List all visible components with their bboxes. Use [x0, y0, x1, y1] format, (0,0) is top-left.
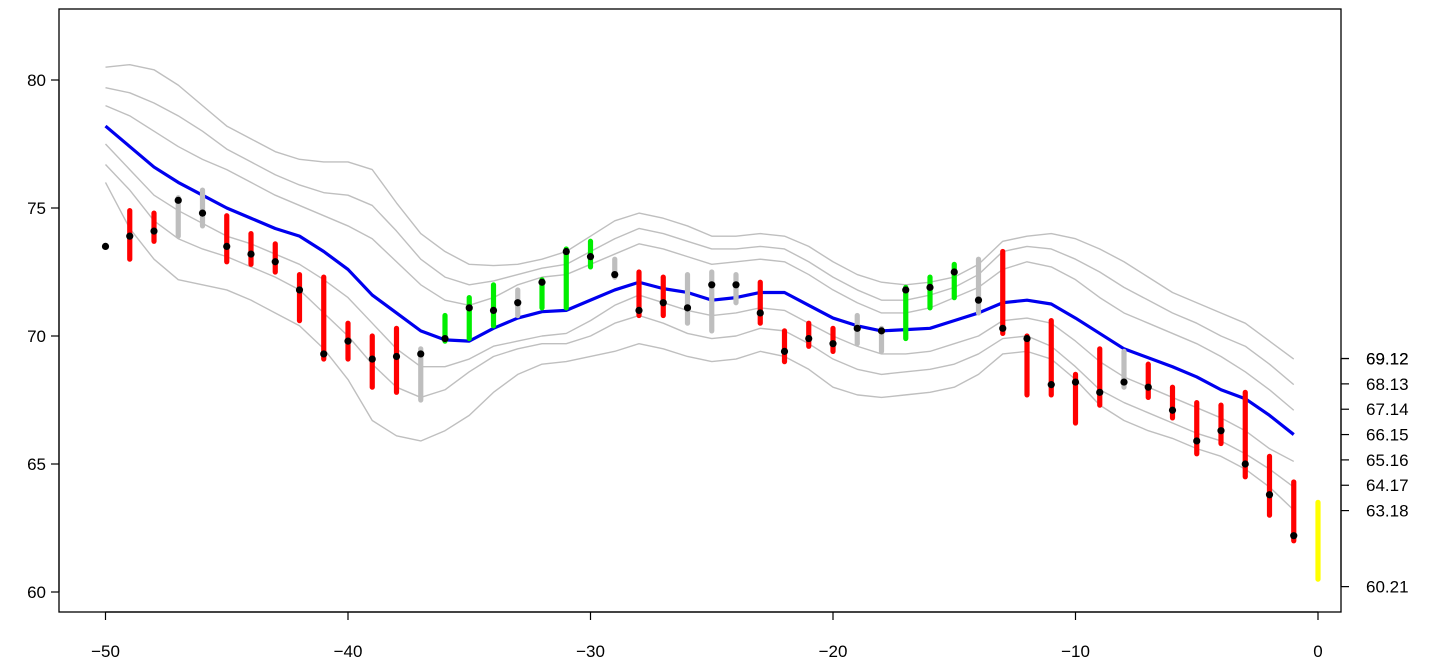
data-point: [1023, 334, 1031, 343]
data-point: [514, 299, 522, 307]
data-point: [271, 258, 279, 266]
data-point: [683, 304, 692, 312]
data-point: [368, 355, 376, 363]
data-point: [805, 334, 813, 343]
y-tick-label: 65: [27, 455, 46, 474]
data-point: [320, 350, 328, 358]
data-point: [732, 281, 740, 289]
data-point: [1096, 388, 1104, 396]
data-point: [295, 286, 304, 294]
x-tick-label: −10: [1061, 642, 1090, 661]
data-point: [1168, 406, 1177, 414]
data-point: [489, 306, 498, 314]
data-point: [392, 352, 401, 361]
x-tick-label: −50: [91, 642, 120, 661]
data-point: [708, 281, 716, 289]
right-tick-label: 67.14: [1366, 400, 1409, 419]
right-tick-label: 65.16: [1366, 451, 1409, 470]
data-point: [877, 327, 886, 335]
x-tick-label: −40: [334, 642, 363, 661]
data-point: [247, 250, 255, 258]
center-line: [104, 124, 1295, 436]
data-point: [101, 242, 110, 250]
data-point: [829, 340, 837, 348]
data-points: [101, 196, 1298, 540]
right-tick-label: 63.18: [1366, 502, 1409, 521]
right-axis: 60.21 63.18 64.17 65.16 66.15 67.14 68.13 69.12…: [1340, 350, 1409, 597]
data-point: [999, 324, 1007, 332]
data-point: [780, 347, 789, 355]
right-tick-label: 68.13: [1366, 375, 1409, 394]
right-tick-label: 64.17: [1366, 476, 1409, 495]
data-point: [538, 278, 546, 286]
data-point: [417, 350, 425, 358]
right-tick-label: 69.12: [1366, 350, 1409, 369]
data-point: [1217, 427, 1225, 435]
data-point: [1265, 491, 1274, 499]
data-point: [586, 253, 595, 261]
data-point: [1071, 378, 1080, 386]
plot-frame: [58, 8, 1342, 613]
data-point: [974, 296, 983, 304]
x-tick-label: 0: [1313, 642, 1322, 661]
band-series-line-3: [105, 104, 1295, 411]
data-point: [1144, 383, 1152, 391]
data-point: [562, 247, 570, 256]
data-point: [344, 337, 352, 345]
y-tick-label: 75: [27, 199, 46, 218]
y-axis: 60 65 70 75 80: [27, 71, 60, 602]
data-point: [1193, 437, 1201, 445]
band-series-line-5: [104, 163, 1295, 488]
x-tick-label: −20: [819, 642, 848, 661]
band-series-line-4: [104, 143, 1295, 463]
right-tick-label: 69.12: [1366, 350, 1409, 369]
y-tick-label: 60: [27, 583, 46, 602]
data-point: [465, 304, 473, 312]
y-tick-label: 80: [27, 71, 46, 90]
data-point: [174, 196, 182, 204]
data-point: [1290, 532, 1298, 540]
data-point: [756, 309, 764, 317]
data-point: [126, 232, 134, 240]
data-point: [1047, 381, 1055, 389]
x-axis: −50 −40 −30 −20 −10 0: [91, 611, 1323, 661]
band-lines: [104, 63, 1295, 511]
data-point: [441, 334, 449, 343]
band-series-line-6: [104, 182, 1295, 511]
data-point: [926, 283, 934, 291]
data-point: [853, 324, 861, 332]
right-tick-label: 60.21: [1366, 578, 1409, 597]
data-point: [198, 209, 207, 217]
data-point: [1120, 378, 1128, 386]
band-series-line-1: [105, 63, 1295, 360]
data-point: [635, 306, 643, 314]
y-tick-label: 70: [27, 327, 46, 346]
x-tick-label: −30: [576, 642, 605, 661]
data-point: [902, 286, 910, 294]
band-series-line-2: [105, 86, 1295, 386]
right-tick-label: 66.15: [1366, 426, 1409, 445]
data-point: [950, 268, 958, 276]
data-point: [223, 242, 231, 250]
data-point: [611, 270, 619, 279]
data-point: [1241, 460, 1249, 468]
data-point: [150, 227, 158, 235]
center-series-line: [104, 124, 1295, 436]
data-point: [659, 299, 667, 307]
